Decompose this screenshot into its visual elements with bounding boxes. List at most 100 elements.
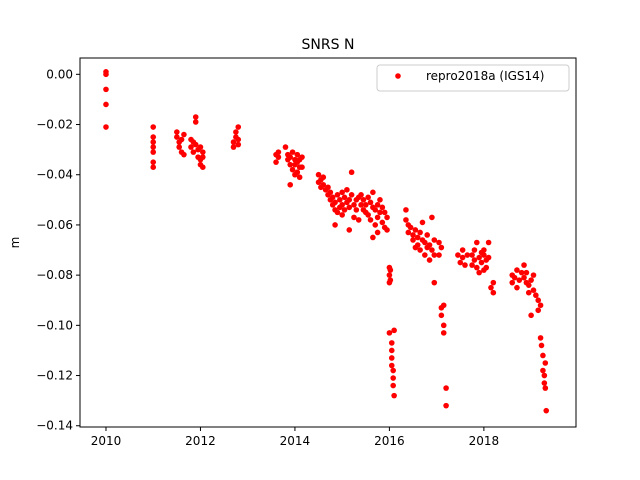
data-point: [543, 407, 550, 414]
data-point: [192, 119, 199, 125]
data-point: [431, 237, 438, 243]
y-tick-label: −0.08: [36, 268, 73, 282]
data-point: [523, 269, 530, 276]
data-point: [327, 189, 334, 196]
data-point: [462, 262, 468, 268]
data-point: [424, 232, 431, 238]
data-point: [436, 252, 442, 258]
data-point: [518, 269, 525, 276]
data-point: [379, 204, 386, 211]
data-point: [525, 289, 532, 296]
data-point: [490, 289, 497, 296]
data-point: [374, 214, 381, 221]
y-tick-label: −0.04: [36, 168, 73, 182]
data-point: [530, 287, 537, 293]
data-point: [388, 355, 395, 361]
data-point: [372, 207, 379, 213]
data-point: [514, 284, 520, 291]
legend: repro2018a (IGS14): [376, 64, 570, 92]
data-point: [289, 166, 296, 173]
data-point: [377, 197, 383, 203]
data-point: [339, 202, 345, 208]
data-point: [273, 159, 279, 165]
data-point: [341, 207, 348, 213]
data-point: [440, 322, 447, 329]
data-point: [429, 247, 435, 253]
data-point: [469, 252, 475, 258]
data-point: [476, 254, 482, 261]
data-point: [178, 136, 185, 143]
data-point: [426, 257, 433, 263]
data-point: [521, 262, 527, 268]
data-point: [289, 149, 296, 155]
data-point: [174, 129, 180, 135]
data-point: [388, 362, 395, 369]
data-point: [315, 171, 322, 178]
data-point: [535, 297, 542, 304]
data-point: [379, 219, 386, 226]
y-tick-label: −0.12: [36, 369, 73, 383]
data-point: [481, 252, 487, 258]
data-point: [511, 274, 518, 281]
data-point: [181, 151, 187, 158]
data-point: [230, 139, 237, 145]
data-point: [188, 144, 194, 150]
data-point: [287, 161, 294, 168]
legend-box: [376, 64, 570, 92]
data-point: [540, 352, 546, 359]
data-point: [391, 392, 397, 399]
legend-marker: [395, 73, 401, 79]
data-point: [329, 194, 336, 201]
data-point: [230, 144, 237, 150]
data-point: [362, 202, 369, 208]
x-axis-ticks: 2010 2012 2014 2016 2018: [91, 427, 499, 448]
data-point: [481, 247, 487, 253]
data-point: [414, 242, 421, 248]
data-point: [388, 340, 395, 346]
data-point: [384, 227, 390, 233]
y-tick-label: 0.00: [46, 67, 73, 81]
data-point: [348, 192, 355, 198]
data-point: [407, 224, 414, 231]
data-point: [275, 154, 282, 160]
data-point: [422, 239, 428, 246]
x-tick-label: 2014: [280, 434, 311, 448]
data-point: [474, 264, 480, 271]
data-point: [459, 247, 466, 253]
data-point: [471, 247, 478, 253]
data-point: [431, 279, 438, 286]
data-point: [176, 144, 182, 150]
data-point: [367, 217, 374, 223]
data-point: [438, 312, 445, 319]
x-tick-label: 2016: [374, 434, 405, 448]
data-point: [537, 302, 544, 309]
data-point: [485, 254, 492, 261]
x-tick-label: 2010: [91, 434, 122, 448]
y-axis-ticks: 0.00 −0.02 −0.04 −0.06 −0.08 −0.10 −0.12 −0.14: [36, 67, 80, 433]
data-point: [150, 139, 157, 145]
chart-title: SNRS N: [302, 37, 355, 53]
data-point: [528, 312, 534, 319]
data-point: [403, 217, 409, 223]
y-tick-label: −0.06: [36, 218, 73, 232]
data-point: [337, 197, 343, 203]
y-tick-label: −0.10: [36, 318, 73, 332]
y-tick-label: −0.02: [36, 118, 73, 132]
data-point: [414, 234, 421, 241]
data-point: [344, 186, 350, 193]
data-point: [190, 149, 197, 155]
data-point: [320, 181, 327, 188]
data-point: [516, 277, 523, 283]
data-point: [360, 197, 367, 203]
data-point: [197, 144, 204, 150]
data-point: [358, 192, 364, 198]
data-point: [192, 141, 199, 148]
data-point: [405, 229, 412, 236]
plot-frame: [79, 57, 577, 428]
data-point: [422, 252, 428, 258]
data-point: [299, 154, 305, 160]
data-point: [483, 264, 490, 271]
data-point: [287, 154, 294, 160]
